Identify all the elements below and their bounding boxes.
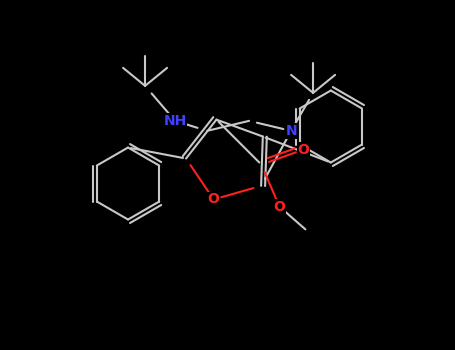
Text: O: O: [273, 199, 285, 213]
Text: O: O: [207, 193, 220, 206]
Text: N: N: [285, 124, 297, 138]
Text: O: O: [298, 143, 309, 157]
Text: NH: NH: [163, 114, 187, 128]
